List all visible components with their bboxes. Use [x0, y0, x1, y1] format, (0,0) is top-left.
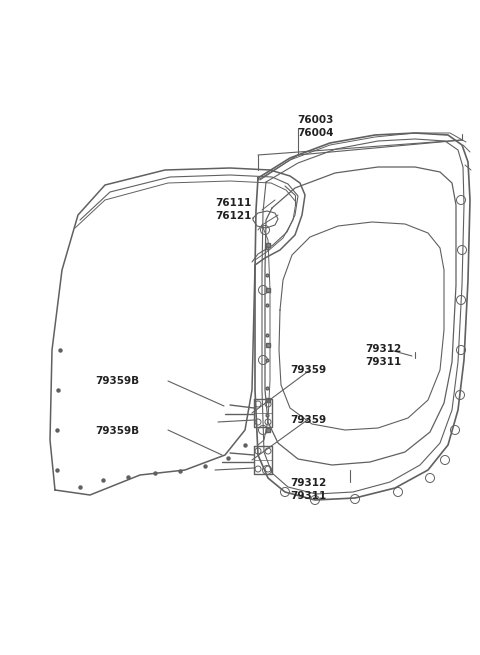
Text: 79359B: 79359B — [95, 426, 139, 436]
Text: 79359B: 79359B — [95, 376, 139, 386]
Text: 79312
79311: 79312 79311 — [365, 344, 401, 367]
Text: 79359: 79359 — [290, 415, 326, 425]
Text: 76111
76121: 76111 76121 — [215, 198, 252, 221]
Text: 79359: 79359 — [290, 365, 326, 375]
Text: 79312
79311: 79312 79311 — [290, 478, 326, 501]
Text: 76003
76004: 76003 76004 — [297, 115, 334, 138]
